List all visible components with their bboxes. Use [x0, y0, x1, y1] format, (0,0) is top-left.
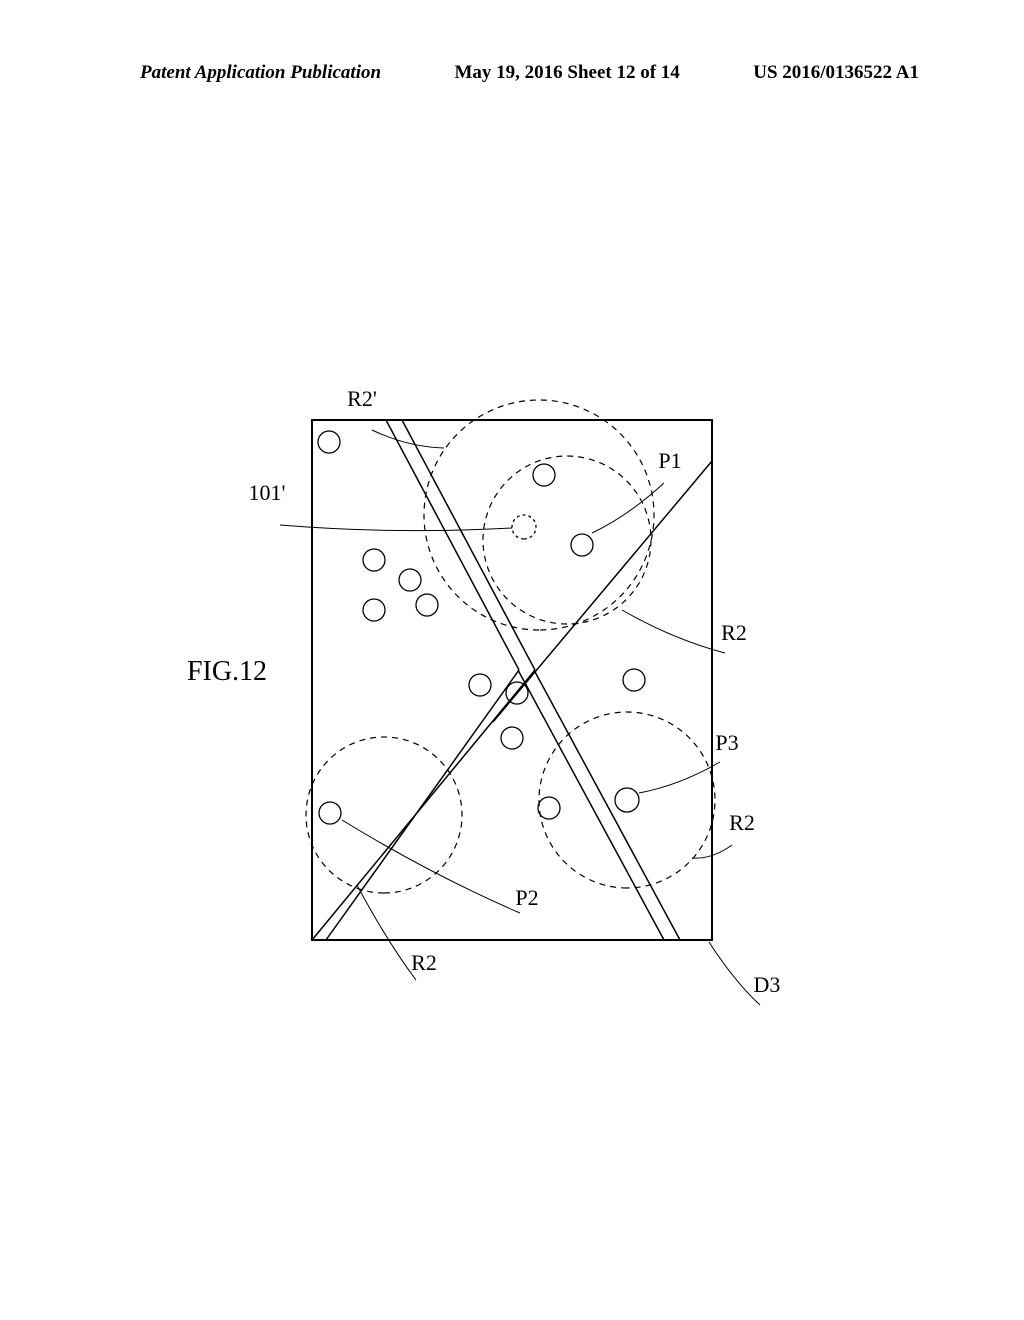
header-center: May 19, 2016 Sheet 12 of 14 — [454, 62, 679, 84]
svg-text:FIG.12: FIG.12 — [187, 656, 267, 687]
svg-text:R2: R2 — [721, 620, 747, 645]
figure-12: D3 R2 P3 R2 P1 R2' 101' P2 R2 FIG.12 — [100, 180, 924, 1180]
header-right: US 2016/0136522 A1 — [753, 62, 919, 84]
svg-text:P2: P2 — [515, 885, 538, 910]
svg-text:101': 101' — [249, 480, 286, 505]
svg-text:P1: P1 — [658, 448, 681, 473]
svg-text:R2': R2' — [347, 386, 377, 411]
figure-svg: D3 R2 P3 R2 P1 R2' 101' P2 R2 FIG.12 — [100, 180, 924, 1180]
svg-text:P3: P3 — [715, 730, 738, 755]
svg-text:D3: D3 — [754, 972, 781, 997]
svg-text:R2: R2 — [411, 950, 437, 975]
page-header: Patent Application Publication May 19, 2… — [0, 62, 1024, 84]
header-left: Patent Application Publication — [140, 62, 381, 84]
svg-text:R2: R2 — [729, 810, 755, 835]
